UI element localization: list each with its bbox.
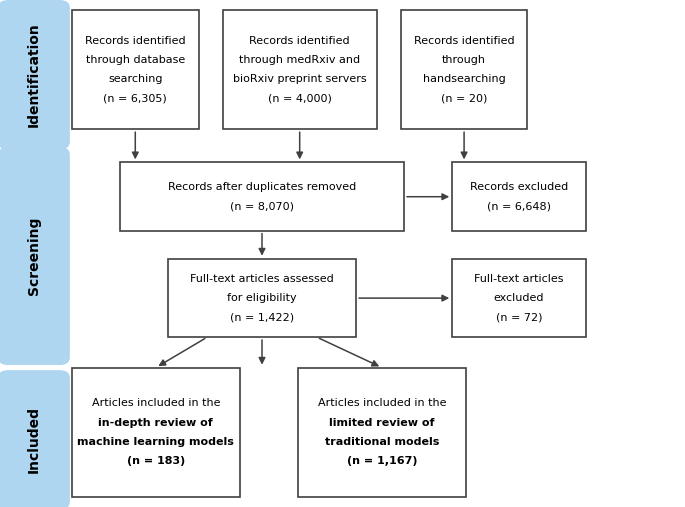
Text: (n = 20): (n = 20) [441, 94, 487, 103]
Text: Identification: Identification [27, 22, 41, 127]
Text: for eligibility: for eligibility [227, 293, 297, 303]
Text: (n = 183): (n = 183) [127, 456, 185, 466]
Text: Included: Included [27, 406, 41, 474]
Text: Full-text articles assessed: Full-text articles assessed [190, 274, 334, 283]
Bar [452, 162, 586, 231]
Text: (n = 1,167): (n = 1,167) [347, 456, 417, 466]
FancyBboxPatch shape [0, 370, 70, 507]
Text: machine learning models: machine learning models [77, 437, 234, 447]
FancyBboxPatch shape [0, 0, 70, 150]
Text: Records identified: Records identified [414, 36, 514, 46]
Text: (n = 6,305): (n = 6,305) [103, 94, 167, 103]
Text: Records identified: Records identified [85, 36, 186, 46]
Bar [223, 10, 377, 129]
Text: bioRxiv preprint servers: bioRxiv preprint servers [233, 75, 366, 84]
Text: (n = 4,000): (n = 4,000) [268, 94, 332, 103]
Text: through: through [442, 55, 486, 65]
Text: Articles included in the: Articles included in the [92, 399, 220, 408]
Text: Articles included in the: Articles included in the [318, 399, 446, 408]
Text: (n = 8,070): (n = 8,070) [230, 201, 294, 211]
Text: searching: searching [108, 75, 162, 84]
Text: (n = 6,648): (n = 6,648) [487, 201, 551, 211]
Text: (n = 72): (n = 72) [496, 312, 542, 322]
Bar [72, 10, 199, 129]
Text: traditional models: traditional models [325, 437, 439, 447]
Bar [168, 259, 356, 337]
Text: Full-text articles: Full-text articles [474, 274, 564, 283]
Text: excluded: excluded [494, 293, 544, 303]
Bar [401, 10, 527, 129]
Bar [120, 162, 404, 231]
Text: Records identified: Records identified [249, 36, 350, 46]
Bar [298, 368, 466, 497]
Text: handsearching: handsearching [423, 75, 506, 84]
Text: Screening: Screening [27, 217, 41, 295]
Bar [452, 259, 586, 337]
Text: limited review of: limited review of [329, 418, 435, 427]
FancyBboxPatch shape [0, 147, 70, 365]
Text: through database: through database [86, 55, 185, 65]
Text: through medRxiv and: through medRxiv and [239, 55, 360, 65]
Text: Records excluded: Records excluded [470, 182, 568, 192]
Text: (n = 1,422): (n = 1,422) [230, 312, 294, 322]
Text: in-depth review of: in-depth review of [99, 418, 213, 427]
Bar [72, 368, 240, 497]
Text: Records after duplicates removed: Records after duplicates removed [168, 182, 356, 192]
